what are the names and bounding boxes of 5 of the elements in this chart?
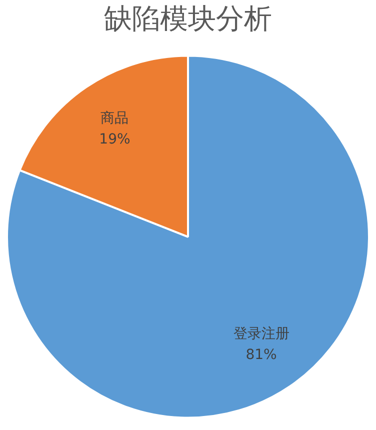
data-label: 19% bbox=[99, 132, 130, 148]
slice-label: 商品 bbox=[100, 110, 129, 127]
data-label: 81% bbox=[246, 347, 277, 364]
chart-title: 缺陷模块分析 bbox=[104, 2, 272, 36]
slice-label: 登录注册 bbox=[233, 326, 290, 342]
